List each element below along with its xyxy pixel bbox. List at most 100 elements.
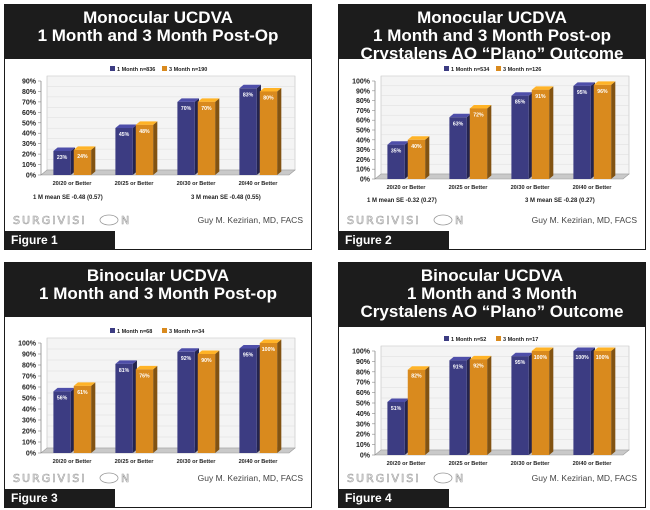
y-tick-label: 20%: [356, 432, 371, 439]
legend-swatch-3-month: [162, 66, 167, 71]
legend-swatch-1-month: [444, 66, 449, 71]
x-category-label: 20/30 or Better: [177, 181, 217, 187]
bar-3-month-top: [135, 121, 158, 125]
chart-title-line: 1 Month and 3 Month Post-op: [373, 26, 611, 45]
bar-3-month: [73, 149, 92, 175]
bar-chart-area: 0% 10% 20% 30% 40% 50% 60% 70% 80% 90% 1 Month n=8…: [5, 61, 311, 193]
y-tick-label: 100%: [352, 349, 371, 356]
bar-3-month-top: [259, 339, 282, 343]
surgivision-logo: SURGIVISI N: [11, 470, 131, 486]
y-tick-label: 80%: [356, 369, 371, 376]
bar-value-label: 63%: [453, 121, 464, 127]
bar-3-month-side: [425, 136, 430, 179]
x-category-label: 20/40 or Better: [573, 461, 613, 467]
surgivision-logo: SURGIVISI N: [345, 212, 465, 228]
chart-title-line: 1 Month and 3 Month Post-Op: [37, 26, 279, 45]
bar-3-month-side: [91, 382, 96, 453]
y-tick-label: 10%: [356, 167, 371, 174]
chart-title-block: Binocular UCDVA 1 Month and 3 Month Crys…: [339, 263, 645, 327]
se-note-3m: 3 M mean SE -0.28 (0.27): [525, 198, 595, 204]
bar-3-month-top: [531, 347, 554, 351]
bar-3-month-top: [469, 355, 492, 360]
y-tick-label: 70%: [22, 99, 37, 106]
bar-3-month-top: [197, 98, 220, 102]
author-credit: Guy M. Kezirian, MD, FACS: [197, 215, 303, 225]
bar-chart-svg: 0% 10% 20% 30% 40% 50% 60% 70% 80% 90% 1 Month n=8…: [22, 66, 296, 187]
chart-title-line: 1 Month and 3 Month Post-op: [39, 284, 277, 303]
x-category-label: 20/20 or Better: [387, 185, 427, 191]
bar-3-month-side: [153, 365, 158, 453]
bar-3-month-top: [469, 104, 492, 109]
bar-value-label: 70%: [201, 106, 212, 112]
bar-3-month-side: [277, 339, 282, 453]
y-tick-label: 40%: [356, 411, 371, 418]
chart-title-line: Monocular UCDVA: [417, 8, 567, 27]
bar-3-month-top: [407, 366, 430, 370]
bar-value-label: 96%: [597, 89, 608, 95]
x-category-label: 20/25 or Better: [115, 459, 155, 465]
bar-value-label: 23%: [57, 155, 68, 161]
y-tick-label: 0%: [360, 453, 371, 460]
bar-1-month-top: [239, 345, 261, 349]
bar-value-label: 95%: [577, 90, 588, 96]
y-tick-label: 80%: [22, 89, 37, 96]
x-category-label: 20/20 or Better: [53, 459, 93, 465]
chart-panel-1: Monocular UCDVA 1 Month and 3 Month Post…: [4, 4, 312, 250]
chart-title-block: Monocular UCDVA 1 Month and 3 Month Post…: [5, 5, 311, 59]
bar-value-label: 85%: [515, 100, 526, 106]
y-tick-label: 90%: [22, 79, 37, 86]
bar-3-month-top: [259, 87, 282, 92]
bar-3-month: [135, 124, 154, 175]
legend-swatch-1-month: [110, 328, 115, 333]
y-tick-label: 40%: [356, 137, 371, 144]
bar-value-label: 45%: [119, 132, 130, 138]
bar-1-month-top: [239, 84, 261, 89]
y-tick-label: 80%: [356, 98, 371, 105]
y-tick-label: 10%: [22, 440, 37, 447]
bar-3-month-top: [73, 382, 96, 386]
bar-1-month-top: [449, 113, 471, 118]
bar-1-month: [239, 88, 257, 175]
bar-3-month: [593, 84, 612, 179]
y-tick-label: 10%: [22, 162, 37, 169]
chart-panel-4: Binocular UCDVA 1 Month and 3 Month Crys…: [338, 262, 646, 508]
bar-3-month: [407, 139, 426, 179]
x-category-label: 20/25 or Better: [449, 185, 489, 191]
y-tick-label: 70%: [356, 380, 371, 387]
bar-3-month-side: [549, 347, 554, 455]
bar-value-label: 92%: [473, 363, 484, 369]
bar-3-month-side: [91, 146, 96, 175]
bar-3-month-top: [135, 365, 158, 370]
y-tick-label: 40%: [22, 131, 37, 138]
bar-value-label: 76%: [139, 373, 150, 379]
bar-value-label: 83%: [243, 92, 254, 98]
bar-3-month-top: [197, 350, 220, 354]
se-note-1m: 1 M mean SE -0.48 (0.57): [33, 195, 103, 201]
y-tick-label: 70%: [22, 374, 37, 381]
bar-1-month-top: [449, 356, 471, 361]
x-category-label: 20/40 or Better: [239, 459, 279, 465]
figure-label: Figure 2: [339, 231, 449, 249]
bar-value-label: 92%: [181, 356, 192, 362]
bar-3-month-side: [277, 87, 282, 175]
svg-text:SURGIVISI: SURGIVISI: [347, 214, 420, 227]
bar-1-month: [511, 356, 529, 455]
bar-1-month: [511, 95, 529, 179]
bar-1-month: [449, 360, 467, 455]
bar-value-label: 48%: [139, 129, 150, 135]
x-category-label: 20/20 or Better: [387, 461, 427, 467]
legend-label-1-month: 1 Month n=68: [117, 329, 152, 335]
bar-3-month-side: [215, 98, 220, 175]
chart-title-block: Binocular UCDVA 1 Month and 3 Month Post…: [5, 263, 311, 317]
bar-1-month: [573, 85, 591, 179]
bar-value-label: 56%: [57, 395, 68, 401]
bar-1-month: [449, 117, 467, 179]
figure-label: Figure 1: [5, 231, 115, 249]
bar-1-month: [53, 391, 71, 453]
bar-3-month: [469, 108, 488, 179]
y-tick-label: 30%: [356, 147, 371, 154]
bar-value-label: 100%: [575, 355, 589, 361]
author-credit: Guy M. Kezirian, MD, FACS: [531, 215, 637, 225]
x-category-label: 20/30 or Better: [177, 459, 217, 465]
bar-chart-svg: 0% 10% 20% 30% 40% 50% 60% 70% 80% 90% 100% 1 Month…: [352, 66, 630, 191]
